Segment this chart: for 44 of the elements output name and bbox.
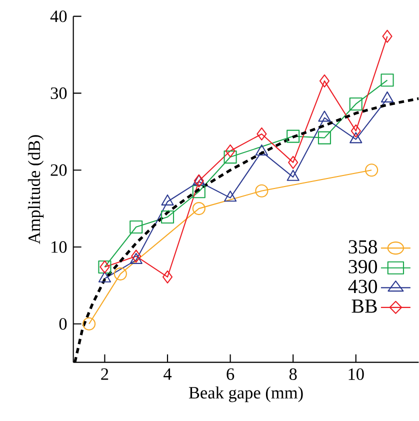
point	[131, 250, 142, 263]
point	[318, 131, 332, 144]
point	[286, 170, 300, 181]
point	[256, 127, 267, 141]
point	[114, 267, 127, 280]
point	[161, 194, 174, 206]
y-tick-label: 10	[52, 241, 67, 253]
legend-label: 430	[348, 280, 378, 294]
x-tick-label: 8	[289, 368, 297, 380]
point	[162, 270, 173, 284]
y-tick-label: 0	[59, 318, 67, 330]
point	[318, 110, 331, 122]
y-tick-label: 20	[50, 164, 67, 176]
point	[224, 150, 237, 164]
point	[224, 190, 237, 202]
x-tick-label: 6	[226, 368, 234, 380]
point	[192, 202, 206, 216]
point	[319, 74, 330, 88]
point	[286, 130, 300, 143]
point	[288, 156, 298, 169]
point	[192, 185, 206, 198]
point	[130, 220, 143, 234]
x-axis-title: Beak gape (mm)	[188, 386, 303, 402]
y-tick-label: 30	[50, 87, 67, 100]
legend-label: BB	[352, 300, 377, 313]
y-axis-title: Amplitude (dB)	[28, 135, 44, 244]
point	[350, 124, 361, 138]
point	[350, 132, 362, 144]
point	[349, 97, 362, 111]
point	[365, 164, 378, 177]
point	[380, 74, 394, 87]
x-tick-label: 10	[348, 368, 364, 380]
point	[255, 184, 268, 198]
point	[255, 144, 268, 156]
legend-label: 390	[348, 260, 378, 274]
point	[225, 144, 236, 158]
point	[380, 91, 394, 102]
legend-label: 358	[348, 240, 378, 254]
point	[160, 210, 174, 224]
x-tick-label: 4	[164, 368, 172, 380]
x-tick-label: 2	[101, 368, 108, 380]
point	[382, 30, 392, 43]
y-tick-label: 40	[50, 10, 67, 22]
point	[82, 317, 96, 330]
